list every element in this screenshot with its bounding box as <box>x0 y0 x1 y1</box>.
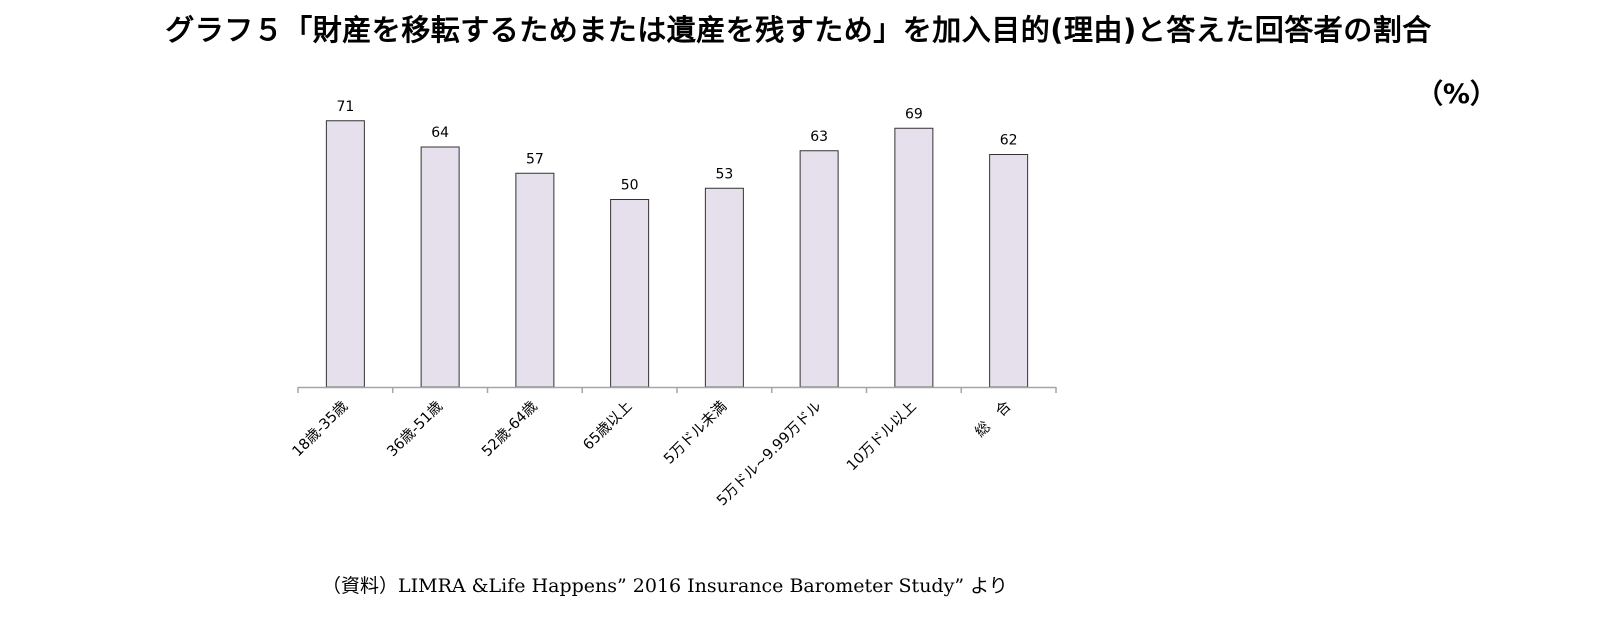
bar <box>894 127 934 388</box>
axis-layer <box>297 386 1057 393</box>
chart-title: グラフ５「財産を移転するためまたは遺産を残すため」を加入目的(理由)と答えた回答… <box>165 13 1432 47</box>
data-label: 64 <box>431 125 449 141</box>
data-label: 53 <box>715 166 733 182</box>
category-tick-label: 総 合 <box>972 397 1015 440</box>
category-tick-label: 65歳以上 <box>580 398 636 454</box>
category-tick-label: 18歳-35歳 <box>289 398 351 460</box>
category-tick-label: 10万ドル以上 <box>843 398 919 474</box>
bar <box>420 146 460 388</box>
unit-label: （%） <box>1415 79 1497 110</box>
bar <box>799 150 839 388</box>
data-label: 57 <box>526 151 544 167</box>
source-note: （資料）LIMRA &Life Happens” 2016 Insurance … <box>322 575 1008 597</box>
bar <box>515 172 555 388</box>
category-tick-label: 36歳-51歳 <box>384 398 446 460</box>
category-tick-label: 5万ドル~9.99万ドル <box>714 399 825 510</box>
data-label: 71 <box>336 99 354 115</box>
data-label: 63 <box>810 129 828 145</box>
data-label: 62 <box>1000 133 1018 149</box>
category-tick-label: 52歳-64歳 <box>478 398 540 460</box>
bar <box>989 154 1029 388</box>
bar <box>325 120 365 388</box>
data-label: 69 <box>905 106 923 122</box>
bar <box>610 199 650 388</box>
data-label: 50 <box>621 178 639 194</box>
category-tick-label: 5万ドル未満 <box>660 398 730 468</box>
bars-layer <box>325 120 1029 388</box>
bar <box>704 187 744 388</box>
